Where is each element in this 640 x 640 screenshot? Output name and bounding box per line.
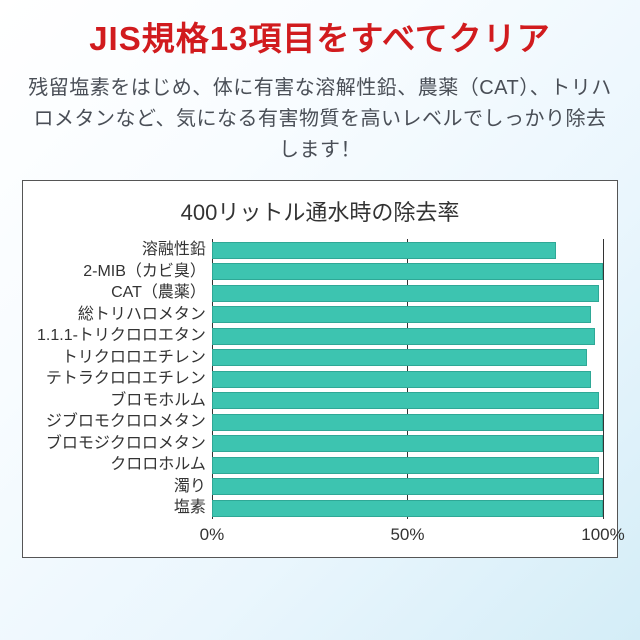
chart-x-tick-label: 100% bbox=[581, 525, 624, 545]
chart-y-label: 溶融性鉛 bbox=[37, 239, 206, 261]
chart-y-label: ブロモジクロロメタン bbox=[37, 433, 206, 455]
chart-y-label: 1.1.1-トリクロロエタン bbox=[37, 325, 206, 347]
chart-x-axis: 0%50%100% bbox=[212, 519, 603, 547]
chart-bar bbox=[212, 242, 556, 259]
chart-bar-row bbox=[212, 304, 603, 326]
headline: JIS規格13項目をすべてクリア bbox=[22, 18, 618, 59]
chart-bar-row bbox=[212, 433, 603, 455]
chart-y-label: 塩素 bbox=[37, 497, 206, 519]
chart-y-label: 濁り bbox=[37, 476, 206, 498]
chart-bar bbox=[212, 478, 603, 495]
chart-bar bbox=[212, 371, 591, 388]
chart-y-label: トリクロロエチレン bbox=[37, 347, 206, 369]
chart-bars bbox=[212, 239, 603, 519]
chart-bar-row bbox=[212, 454, 603, 476]
chart-y-label: ジブロモクロロメタン bbox=[37, 411, 206, 433]
chart-y-label: CAT（農薬） bbox=[37, 282, 206, 304]
chart-y-labels: 溶融性鉛2-MIB（カビ臭）CAT（農薬）総トリハロメタン1.1.1-トリクロロ… bbox=[37, 239, 212, 547]
chart-x-tick-label: 50% bbox=[390, 525, 424, 545]
chart-bar-row bbox=[212, 368, 603, 390]
chart-bar-row bbox=[212, 261, 603, 283]
chart-bar bbox=[212, 435, 603, 452]
chart-y-label: クロロホルム bbox=[37, 454, 206, 476]
chart-bar bbox=[212, 349, 587, 366]
chart-bar-row bbox=[212, 282, 603, 304]
chart-bar bbox=[212, 457, 599, 474]
chart-bar bbox=[212, 392, 599, 409]
subheading: 残留塩素をはじめ、体に有害な溶解性鉛、農薬（CAT）、トリハロメタンなど、気にな… bbox=[26, 73, 614, 166]
chart-bar-row bbox=[212, 347, 603, 369]
chart-bar-row bbox=[212, 239, 603, 261]
chart-plot: 溶融性鉛2-MIB（カビ臭）CAT（農薬）総トリハロメタン1.1.1-トリクロロ… bbox=[37, 239, 603, 547]
chart-y-label: ブロモホルム bbox=[37, 390, 206, 412]
chart-y-label: テトラクロロエチレン bbox=[37, 368, 206, 390]
chart-gridline bbox=[603, 239, 604, 519]
chart-bar bbox=[212, 414, 603, 431]
chart-y-label: 総トリハロメタン bbox=[37, 304, 206, 326]
chart-bar bbox=[212, 263, 603, 280]
chart-y-label: 2-MIB（カビ臭） bbox=[37, 261, 206, 283]
chart-x-tick-label: 0% bbox=[200, 525, 225, 545]
chart-bar bbox=[212, 285, 599, 302]
chart-bar-row bbox=[212, 411, 603, 433]
chart-bar-row bbox=[212, 497, 603, 519]
chart-container: 400リットル通水時の除去率 溶融性鉛2-MIB（カビ臭）CAT（農薬）総トリハ… bbox=[22, 180, 618, 558]
chart-bar bbox=[212, 306, 591, 323]
chart-title: 400リットル通水時の除去率 bbox=[37, 195, 603, 227]
chart-bar bbox=[212, 328, 595, 345]
chart-bar-row bbox=[212, 325, 603, 347]
chart-bar bbox=[212, 500, 603, 517]
chart-bar-row bbox=[212, 390, 603, 412]
chart-bar-row bbox=[212, 476, 603, 498]
